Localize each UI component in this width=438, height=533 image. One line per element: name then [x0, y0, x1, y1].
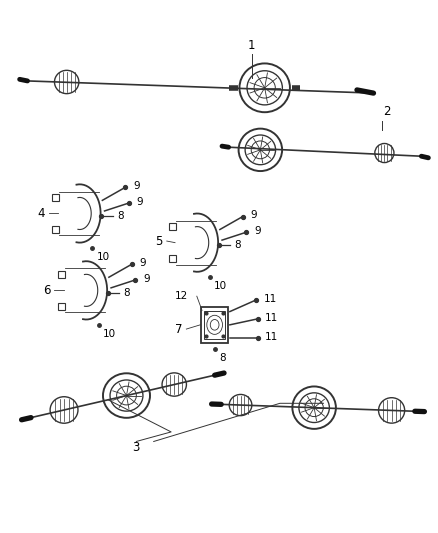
Text: 7: 7 [174, 322, 182, 336]
Text: 10: 10 [214, 281, 227, 292]
Text: 9: 9 [133, 181, 140, 191]
Text: 10: 10 [97, 252, 110, 262]
Text: 8: 8 [124, 288, 131, 298]
Text: 4: 4 [37, 207, 45, 220]
Text: 9: 9 [140, 258, 146, 268]
Bar [201, 307, 228, 343]
Text: 11: 11 [265, 332, 279, 342]
Text: 2: 2 [383, 105, 390, 118]
Text: 3: 3 [133, 441, 140, 455]
Text: 8: 8 [117, 211, 124, 221]
Bar [52, 227, 59, 233]
Text: 9: 9 [137, 197, 143, 207]
Text: 11: 11 [265, 313, 278, 323]
Bar [169, 255, 177, 262]
Text: 11: 11 [263, 294, 277, 304]
Text: 9: 9 [251, 211, 257, 221]
Bar [169, 223, 177, 230]
Text: 6: 6 [42, 284, 50, 297]
Bar [205, 311, 225, 338]
Text: 9: 9 [143, 274, 150, 284]
Bar [52, 194, 59, 200]
Text: 10: 10 [103, 329, 116, 339]
Text: 8: 8 [219, 353, 226, 364]
Text: 9: 9 [254, 226, 261, 236]
Bar [58, 271, 65, 278]
Text: 5: 5 [155, 235, 162, 247]
Bar [58, 303, 65, 310]
Text: 8: 8 [235, 240, 241, 250]
Text: 12: 12 [175, 291, 188, 301]
Text: 1: 1 [248, 39, 255, 52]
